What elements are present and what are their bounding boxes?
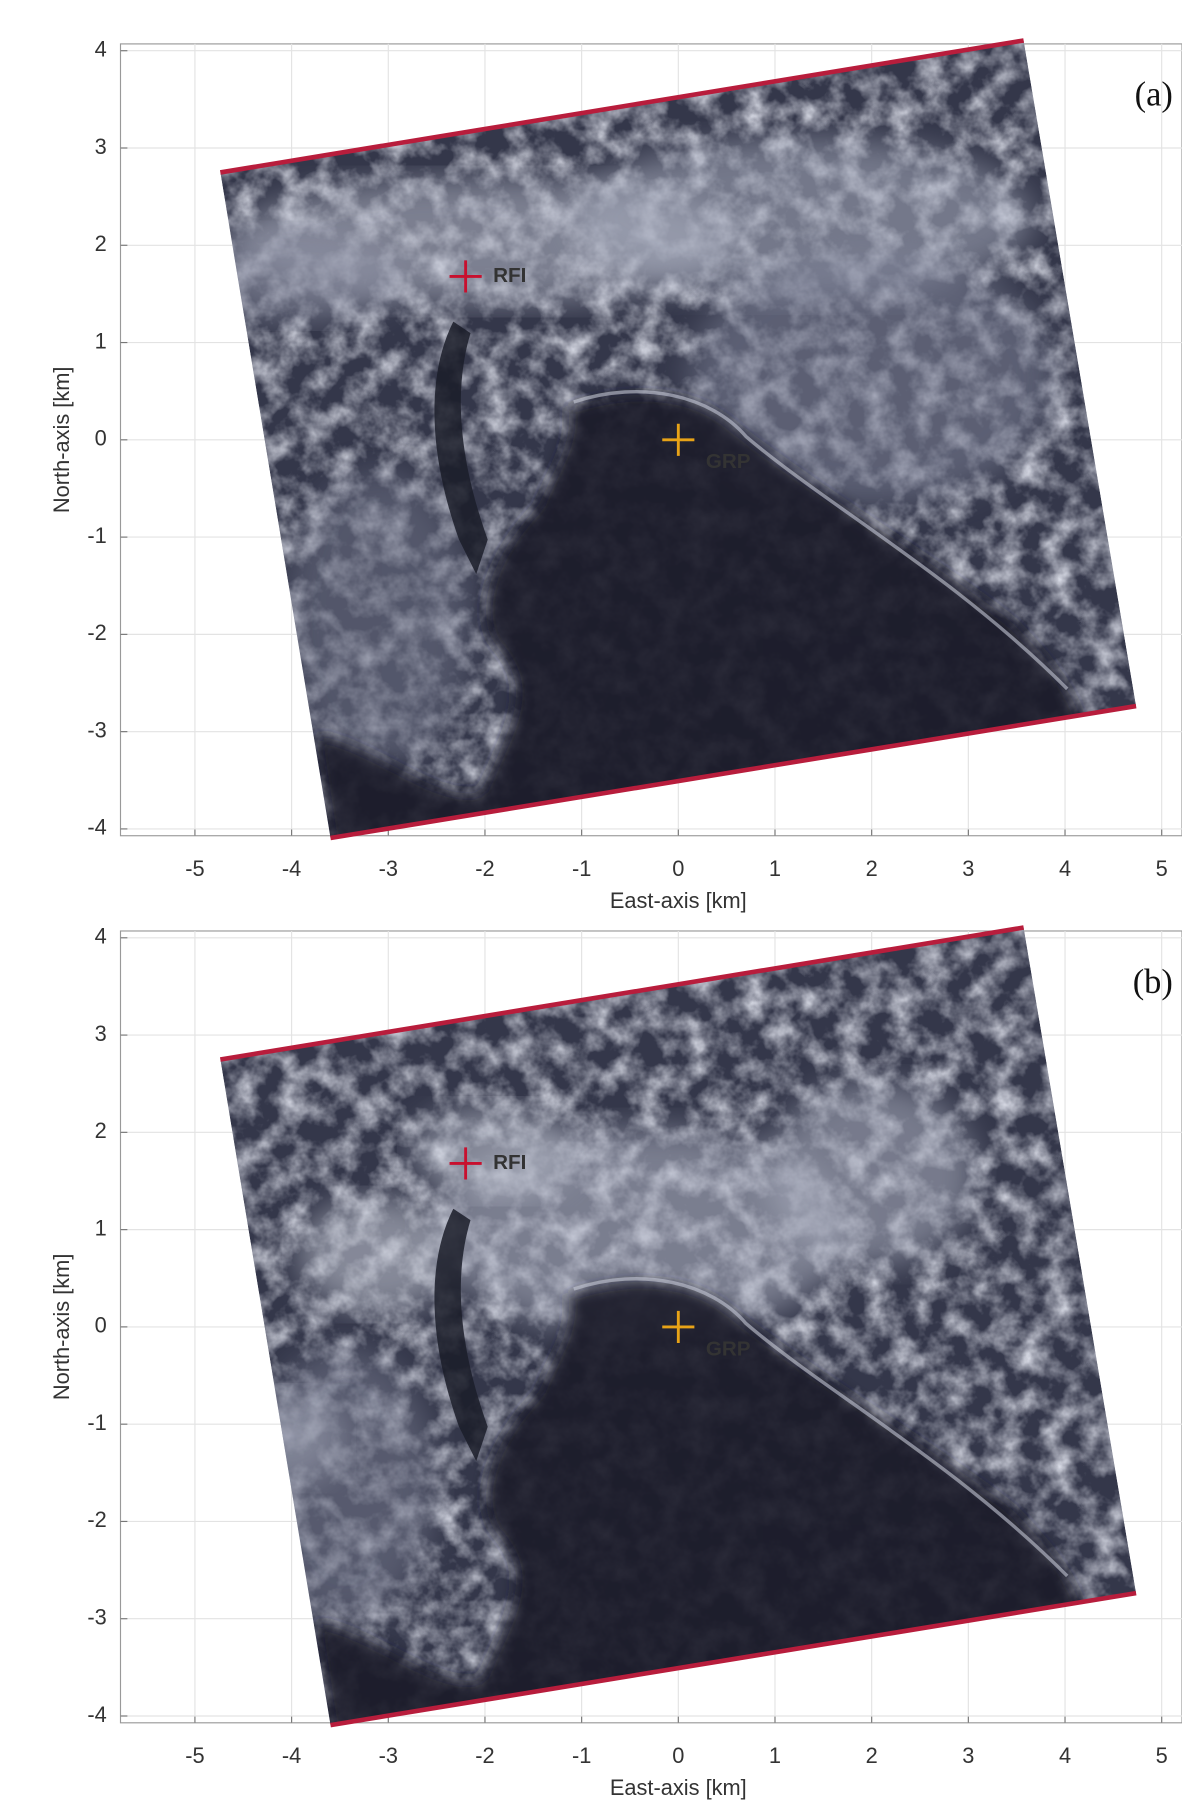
page: -5 -4 -3 -2 -1 0 1 2 3 4 5 -4 -3 -2 -1 0 1 2 3 4 RFI GRP (a) Ea… (0, 0, 1182, 1800)
y-axis-title: North-axis [km] (49, 367, 74, 514)
x-tick-label: -4 (282, 1743, 301, 1768)
y-tick-label: 0 (95, 426, 107, 451)
y-tick-label: 4 (95, 924, 107, 949)
x-tick-label: -1 (572, 856, 591, 881)
x-tick-label: 1 (769, 1743, 781, 1768)
y-tick-label: 4 (95, 36, 107, 61)
x-tick-label: 0 (672, 1743, 684, 1768)
x-tick-label: 5 (1156, 1743, 1168, 1768)
x-tick-label: 3 (962, 856, 974, 881)
image-highlight (769, 1082, 976, 1266)
y-tick-label: -4 (87, 1702, 106, 1727)
y-tick-label: -4 (87, 815, 106, 840)
figure: -5 -4 -3 -2 -1 0 1 2 3 4 5 -4 -3 -2 -1 0 1 2 3 4 RFI GRP (a) Ea… (0, 0, 1182, 1800)
panel: -5 -4 -3 -2 -1 0 1 2 3 4 5 -4 -3 -2 -1 0 1 2 3 4 RFI GRP (a) Ea… (49, 35, 1182, 913)
y-tick-label: -2 (87, 1507, 106, 1532)
y-tick-label: 1 (95, 328, 107, 353)
y-tick-label: -1 (87, 523, 106, 548)
marker-label: GRP (706, 450, 751, 473)
x-tick-label: 2 (866, 1743, 878, 1768)
y-tick-label: -3 (87, 1604, 106, 1629)
x-tick-label: -2 (475, 856, 494, 881)
y-tick-label: -2 (87, 620, 106, 645)
x-tick-label: -2 (475, 1743, 494, 1768)
x-tick-label: -5 (185, 856, 204, 881)
marker-label: GRP (706, 1337, 751, 1360)
panel-label: (b) (1133, 963, 1173, 1001)
x-tick-label: 1 (769, 856, 781, 881)
panel: -5 -4 -3 -2 -1 0 1 2 3 4 5 -4 -3 -2 -1 0 1 2 3 4 RFI GRP (b) Ea… (49, 922, 1182, 1800)
x-tick-label: -3 (379, 856, 398, 881)
image-highlight (287, 471, 471, 769)
x-axis-title: East-axis [km] (610, 1775, 747, 1800)
x-tick-label: 4 (1059, 856, 1071, 881)
y-tick-label: 3 (95, 134, 107, 159)
y-axis-title: North-axis [km] (49, 1254, 74, 1401)
y-tick-label: -1 (87, 1410, 106, 1435)
y-tick-label: 2 (95, 1118, 107, 1143)
marker-label: RFI (493, 264, 526, 287)
x-tick-label: 2 (866, 856, 878, 881)
y-tick-label: 0 (95, 1313, 107, 1338)
x-tick-label: -5 (185, 1743, 204, 1768)
y-tick-label: 2 (95, 231, 107, 256)
y-tick-label: 1 (95, 1215, 107, 1240)
x-tick-label: 4 (1059, 1743, 1071, 1768)
panel-label: (a) (1135, 76, 1173, 114)
x-tick-label: 3 (962, 1743, 974, 1768)
x-tick-label: -4 (282, 856, 301, 881)
x-tick-label: 5 (1156, 856, 1168, 881)
y-tick-label: 3 (95, 1021, 107, 1046)
x-tick-label: 0 (672, 856, 684, 881)
x-axis-title: East-axis [km] (610, 888, 747, 913)
y-tick-label: -3 (87, 717, 106, 742)
x-tick-label: -3 (379, 1743, 398, 1768)
marker-label: RFI (493, 1151, 526, 1174)
x-tick-label: -1 (572, 1743, 591, 1768)
